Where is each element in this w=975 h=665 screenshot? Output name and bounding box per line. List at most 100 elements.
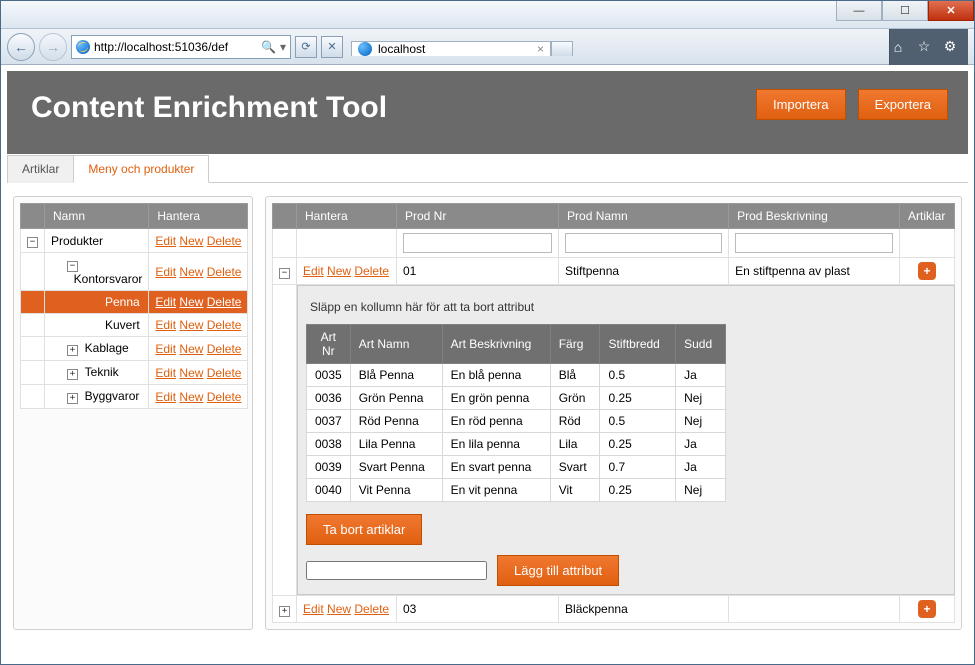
article-row[interactable]: 0040Vit PennaEn vit pennaVit0.25Nej xyxy=(307,479,726,502)
browser-window: — ☐ ✕ ← → 🔍 ▾ ⟳ ✕ localhost × ⌂ ☆ ⚙ xyxy=(0,0,975,665)
tree-row-penna[interactable]: Penna Edit New Delete xyxy=(21,291,248,314)
article-row[interactable]: 0036Grön PennaEn grön pennaGrön0.25Nej xyxy=(307,387,726,410)
col-art-namn[interactable]: Art Namn xyxy=(350,325,442,364)
edit-link[interactable]: Edit xyxy=(303,602,324,616)
browser-tabs: localhost × xyxy=(351,37,885,56)
filter-prod-besk[interactable] xyxy=(735,233,893,253)
expand-icon[interactable]: + xyxy=(67,369,78,380)
delete-link[interactable]: Delete xyxy=(354,264,389,278)
article-grid: Art Nr Art Namn Art Beskrivning Färg Sti… xyxy=(306,324,726,502)
favorites-icon[interactable]: ☆ xyxy=(916,38,932,55)
collapse-icon[interactable]: − xyxy=(27,237,38,248)
col-art-nr[interactable]: Art Nr xyxy=(307,325,351,364)
browser-toolbar: ← → 🔍 ▾ ⟳ ✕ localhost × ⌂ ☆ ⚙ xyxy=(1,29,974,65)
search-icon[interactable]: 🔍 xyxy=(261,40,276,54)
new-link[interactable]: New xyxy=(327,264,351,278)
delete-link[interactable]: Delete xyxy=(207,342,242,356)
new-link[interactable]: New xyxy=(179,342,203,356)
edit-link[interactable]: Edit xyxy=(155,234,176,248)
add-article-button[interactable]: + xyxy=(918,262,936,280)
col-art-besk[interactable]: Art Beskrivning xyxy=(442,325,550,364)
cell-prod-nr: 01 xyxy=(397,258,559,285)
remove-articles-button[interactable]: Ta bort artiklar xyxy=(306,514,422,545)
tree-row-kuvert[interactable]: Kuvert Edit New Delete xyxy=(21,314,248,337)
col-prod-nr[interactable]: Prod Nr xyxy=(397,204,559,229)
window-minimize-button[interactable]: — xyxy=(836,1,882,21)
article-row[interactable]: 0037Röd PennaEn röd pennaRöd0.5Nej xyxy=(307,410,726,433)
window-maximize-button[interactable]: ☐ xyxy=(882,1,928,21)
tree-row-produkter[interactable]: − Produkter Edit New Delete xyxy=(21,229,248,253)
cell-prod-besk: En stiftpenna av plast xyxy=(729,258,900,285)
home-icon[interactable]: ⌂ xyxy=(890,39,906,55)
delete-link[interactable]: Delete xyxy=(207,295,242,309)
expand-icon[interactable]: + xyxy=(279,606,290,617)
edit-link[interactable]: Edit xyxy=(303,264,324,278)
new-link[interactable]: New xyxy=(179,295,203,309)
article-row[interactable]: 0039Svart PennaEn svart pennaSvart0.7Ja xyxy=(307,456,726,479)
tree-row-byggvaror[interactable]: + Byggvaror Edit New Delete xyxy=(21,385,248,409)
product-grid: Hantera Prod Nr Prod Namn Prod Beskrivni… xyxy=(272,203,955,623)
col-artiklar[interactable]: Artiklar xyxy=(900,204,955,229)
tree-row-kontorsvaror[interactable]: − Kontorsvaror Edit New Delete xyxy=(21,253,248,291)
col-hantera[interactable]: Hantera xyxy=(297,204,397,229)
collapse-icon[interactable]: − xyxy=(67,261,78,272)
cell-prod-besk xyxy=(729,596,900,623)
url-input[interactable] xyxy=(94,40,257,54)
nav-forward-button[interactable]: → xyxy=(39,33,67,61)
expand-icon[interactable]: + xyxy=(67,345,78,356)
url-dropdown-icon[interactable]: ▾ xyxy=(280,40,286,54)
edit-link[interactable]: Edit xyxy=(155,342,176,356)
delete-link[interactable]: Delete xyxy=(207,390,242,404)
delete-link[interactable]: Delete xyxy=(207,366,242,380)
col-sudd[interactable]: Sudd xyxy=(676,325,726,364)
tab-artiklar[interactable]: Artiklar xyxy=(7,155,74,183)
tools-icon[interactable]: ⚙ xyxy=(942,38,958,55)
nav-back-button[interactable]: ← xyxy=(7,33,35,61)
edit-link[interactable]: Edit xyxy=(155,295,176,309)
ie-icon xyxy=(76,40,90,54)
filter-prod-namn[interactable] xyxy=(565,233,722,253)
stop-button[interactable]: ✕ xyxy=(321,36,343,58)
product-detail-row: Släpp en kollumn här för att ta bort att… xyxy=(273,285,955,596)
new-link[interactable]: New xyxy=(179,234,203,248)
delete-link[interactable]: Delete xyxy=(207,318,242,332)
new-link[interactable]: New xyxy=(179,390,203,404)
tab-meny-och-produkter[interactable]: Meny och produkter xyxy=(73,155,209,183)
tab-close-icon[interactable]: × xyxy=(537,42,544,56)
refresh-button[interactable]: ⟳ xyxy=(295,36,317,58)
edit-link[interactable]: Edit xyxy=(155,366,176,380)
article-row[interactable]: 0038Lila PennaEn lila pennaLila0.25Ja xyxy=(307,433,726,456)
col-farg[interactable]: Färg xyxy=(550,325,600,364)
new-link[interactable]: New xyxy=(179,318,203,332)
browser-tab-active[interactable]: localhost × xyxy=(351,41,551,56)
delete-link[interactable]: Delete xyxy=(207,265,242,279)
delete-link[interactable]: Delete xyxy=(354,602,389,616)
attribute-name-input[interactable] xyxy=(306,561,487,580)
article-row[interactable]: 0035Blå PennaEn blå pennaBlå0.5Ja xyxy=(307,364,726,387)
edit-link[interactable]: Edit xyxy=(155,390,176,404)
col-prod-namn[interactable]: Prod Namn xyxy=(559,204,729,229)
collapse-icon[interactable]: − xyxy=(279,268,290,279)
import-button[interactable]: Importera xyxy=(756,89,846,120)
tree-row-kablage[interactable]: + Kablage Edit New Delete xyxy=(21,337,248,361)
window-close-button[interactable]: ✕ xyxy=(928,1,974,21)
address-bar[interactable]: 🔍 ▾ xyxy=(71,35,291,59)
new-link[interactable]: New xyxy=(179,265,203,279)
edit-link[interactable]: Edit xyxy=(155,265,176,279)
expand-icon[interactable]: + xyxy=(67,393,78,404)
tab-favicon-icon xyxy=(358,42,372,56)
app-tabs: Artiklar Meny och produkter xyxy=(7,154,968,183)
export-button[interactable]: Exportera xyxy=(858,89,948,120)
delete-link[interactable]: Delete xyxy=(207,234,242,248)
new-link[interactable]: New xyxy=(327,602,351,616)
add-attribute-button[interactable]: Lägg till attribut xyxy=(497,555,619,586)
add-article-button[interactable]: + xyxy=(918,600,936,618)
col-prod-besk[interactable]: Prod Beskrivning xyxy=(729,204,900,229)
new-link[interactable]: New xyxy=(179,366,203,380)
tree-row-teknik[interactable]: + Teknik Edit New Delete xyxy=(21,361,248,385)
col-stiftbredd[interactable]: Stiftbredd xyxy=(600,325,676,364)
new-tab-button[interactable] xyxy=(551,41,573,56)
edit-link[interactable]: Edit xyxy=(155,318,176,332)
filter-prod-nr[interactable] xyxy=(403,233,552,253)
category-tree: Namn Hantera − Produkter Edit New Delete… xyxy=(20,203,248,409)
